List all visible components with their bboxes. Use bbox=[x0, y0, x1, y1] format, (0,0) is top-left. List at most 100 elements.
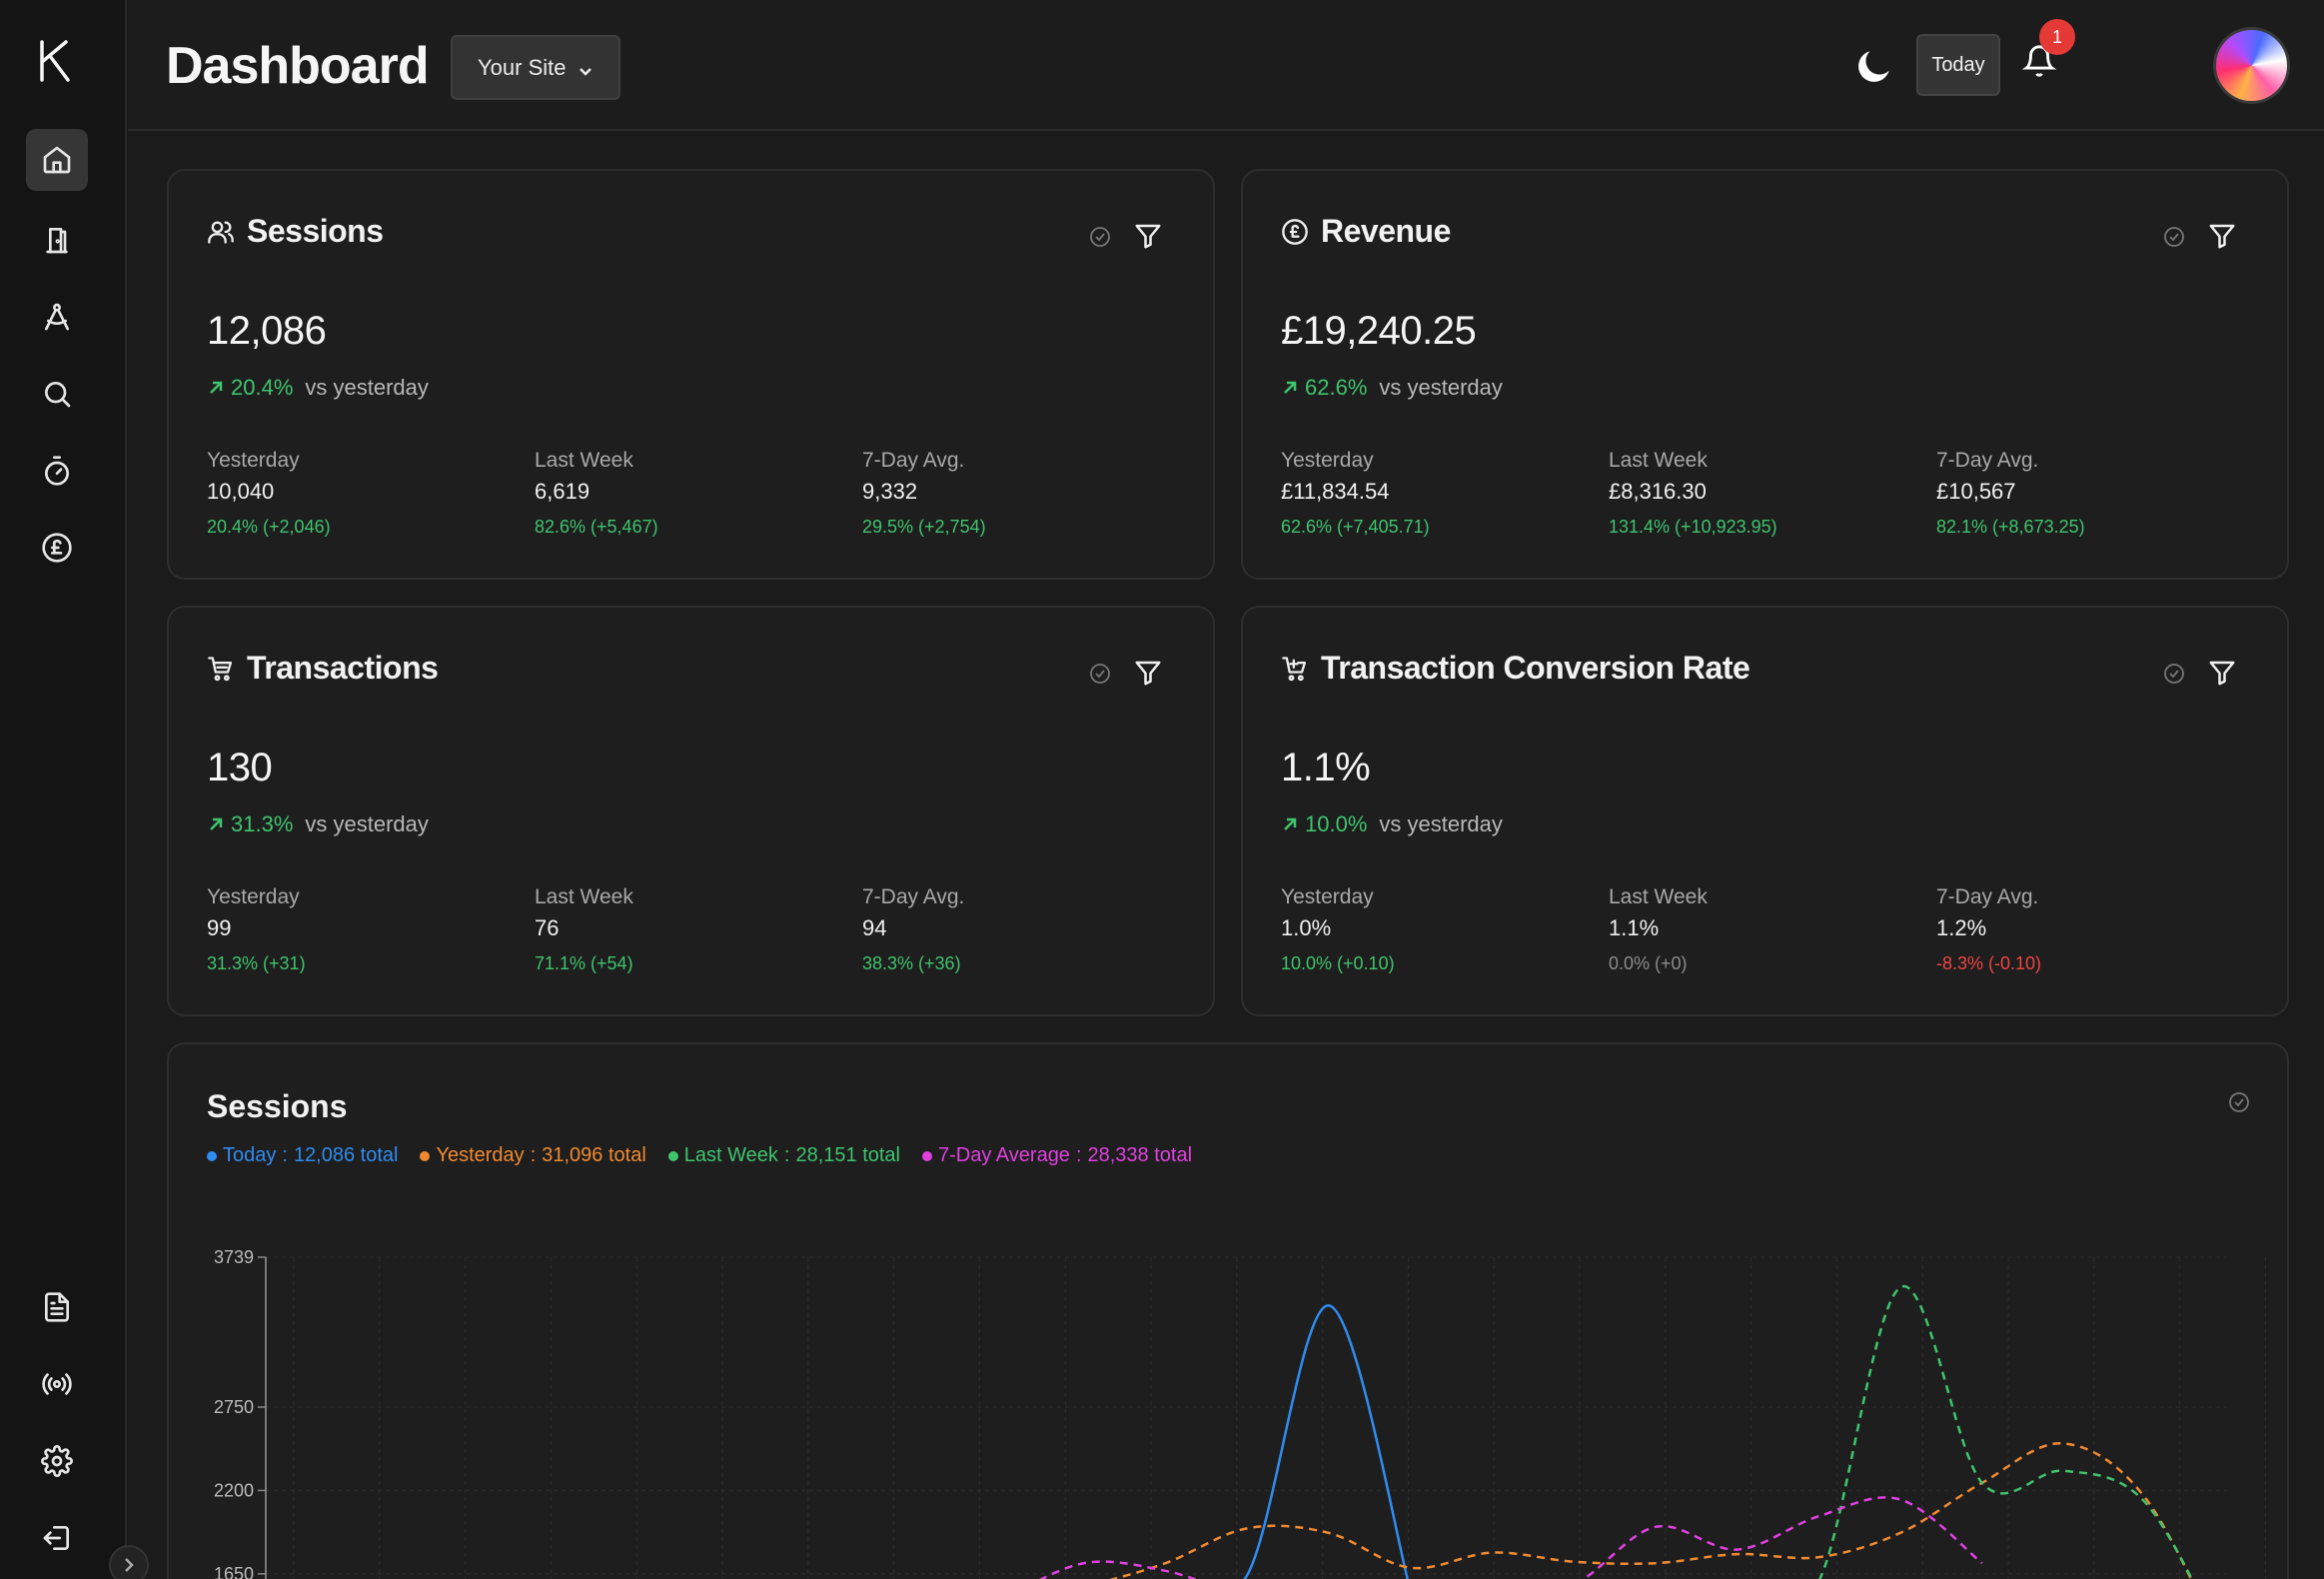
stat-yesterday: Yesterday 1.0% 10.0% (+0.10) bbox=[1281, 885, 1581, 974]
stat-label: Last Week bbox=[535, 885, 633, 908]
legend-item-last-week[interactable]: Last Week : 28,151 total bbox=[667, 1144, 900, 1167]
stat-value: 6,619 bbox=[535, 479, 590, 504]
stat-last-week: Last Week 6,619 82.6% (+5,467) bbox=[535, 449, 834, 538]
stat-last-week: Last Week 76 71.1% (+54) bbox=[535, 885, 834, 974]
metric-delta: 62.6% vs yesterday bbox=[1281, 375, 1503, 401]
nav-reports[interactable] bbox=[26, 1276, 88, 1338]
stat-value: 99 bbox=[207, 915, 232, 940]
nav-settings[interactable] bbox=[26, 1430, 88, 1492]
stat-7-day-avg: 7-Day Avg. 1.2% -8.3% (-0.10) bbox=[1936, 885, 2236, 974]
metric-value: 1.1% bbox=[1281, 746, 1371, 790]
check-circle-icon[interactable] bbox=[2227, 1090, 2251, 1114]
metric-value: 130 bbox=[207, 746, 273, 790]
nav-door[interactable] bbox=[26, 209, 88, 271]
sessions-chart-card: Sessions Today : 12,086 total Yesterday … bbox=[167, 1042, 2289, 1579]
revenue-card: Revenue £19,240.25 62.6% vs yesterday Ye… bbox=[1241, 169, 2289, 580]
stat-label: Yesterday bbox=[1281, 449, 1374, 472]
nav-timer[interactable] bbox=[26, 440, 88, 502]
delta-percent: 10.0% bbox=[1305, 811, 1368, 836]
sessions-card: Sessions 12,086 20.4% vs yesterday Yeste… bbox=[167, 169, 1215, 580]
delta-label: vs yesterday bbox=[305, 375, 429, 400]
nav-home[interactable] bbox=[26, 129, 88, 191]
stat-label: 7-Day Avg. bbox=[862, 449, 965, 472]
filter-icon[interactable] bbox=[1133, 658, 1163, 688]
series-line-last-week bbox=[1817, 1285, 2194, 1579]
metric-delta: 10.0% vs yesterday bbox=[1281, 811, 1503, 837]
nav-logout[interactable] bbox=[26, 1507, 88, 1569]
filter-icon[interactable] bbox=[1133, 221, 1163, 251]
nav-realtime[interactable] bbox=[26, 1353, 88, 1415]
site-select-value: Your Site bbox=[478, 54, 567, 80]
user-avatar[interactable] bbox=[2213, 27, 2290, 104]
stat-change: 82.1% (+8,673.25) bbox=[1936, 517, 2085, 537]
stat-value: 94 bbox=[862, 915, 887, 940]
stat-yesterday: Yesterday 99 31.3% (+31) bbox=[207, 885, 507, 974]
stat-value: 9,332 bbox=[862, 479, 918, 504]
stat-change: 71.1% (+54) bbox=[535, 953, 633, 973]
card-title: Revenue bbox=[1281, 213, 1451, 250]
stat-yesterday: Yesterday £11,834.54 62.6% (+7,405.71) bbox=[1281, 449, 1581, 538]
y-tick-label: 2750 bbox=[214, 1397, 254, 1417]
card-title-text: Sessions bbox=[247, 213, 384, 249]
card-title-text: Transactions bbox=[247, 650, 439, 686]
notifications-button[interactable] bbox=[2021, 44, 2066, 88]
stat-change: 31.3% (+31) bbox=[207, 953, 306, 973]
logo[interactable] bbox=[36, 38, 76, 84]
site-select[interactable]: Your Site bbox=[451, 35, 620, 100]
stat-change: 38.3% (+36) bbox=[862, 953, 961, 973]
cart-icon bbox=[208, 656, 233, 681]
delta-percent: 31.3% bbox=[231, 811, 294, 836]
stat-value: 1.2% bbox=[1936, 915, 1987, 940]
stat-change: 10.0% (+0.10) bbox=[1281, 953, 1395, 973]
check-circle-icon[interactable] bbox=[2162, 662, 2186, 686]
pound-icon bbox=[1282, 218, 1308, 245]
nav-revenue[interactable] bbox=[26, 517, 88, 579]
compass-icon bbox=[45, 303, 69, 331]
delta-percent: 20.4% bbox=[231, 375, 294, 400]
card-title: Sessions bbox=[207, 213, 384, 250]
legend-dot bbox=[667, 1150, 678, 1161]
legend-item-7-day-average[interactable]: 7-Day Average : 28,338 total bbox=[922, 1144, 1192, 1167]
sidebar bbox=[0, 0, 127, 1579]
stat-label: 7-Day Avg. bbox=[1936, 449, 2039, 472]
check-circle-icon[interactable] bbox=[1088, 225, 1112, 249]
check-circle-icon[interactable] bbox=[1088, 662, 1112, 686]
arrow-up-right-icon bbox=[210, 381, 223, 394]
stat-change: -8.3% (-0.10) bbox=[1936, 953, 2042, 973]
stat-last-week: Last Week 1.1% 0.0% (+0) bbox=[1609, 885, 1908, 974]
page-title: Dashboard bbox=[166, 37, 430, 95]
stat-change: 29.5% (+2,754) bbox=[862, 517, 986, 537]
filter-icon[interactable] bbox=[2207, 658, 2237, 688]
collapse-sidebar-button[interactable] bbox=[109, 1545, 149, 1579]
delta-label: vs yesterday bbox=[1379, 811, 1503, 836]
pound-icon bbox=[42, 533, 72, 563]
home-icon bbox=[43, 146, 71, 174]
stat-value: £10,567 bbox=[1936, 479, 2016, 504]
arrow-up-right-icon bbox=[210, 817, 223, 830]
stat-label: Last Week bbox=[535, 449, 633, 472]
chevron-right-icon bbox=[125, 1558, 134, 1572]
nav-compass[interactable] bbox=[26, 286, 88, 348]
stat-change: 82.6% (+5,467) bbox=[535, 517, 658, 537]
filter-icon[interactable] bbox=[2207, 221, 2237, 251]
legend-item-today[interactable]: Today : 12,086 total bbox=[207, 1144, 398, 1167]
metric-value: £19,240.25 bbox=[1281, 309, 1477, 353]
chevron-down-icon bbox=[577, 61, 594, 79]
check-circle-icon[interactable] bbox=[2162, 225, 2186, 249]
stat-value: 1.0% bbox=[1281, 915, 1332, 940]
date-range-button[interactable]: Today bbox=[1916, 34, 2000, 96]
series-line-7-day-average bbox=[1038, 1496, 1983, 1579]
stat-label: Last Week bbox=[1609, 449, 1708, 472]
theme-toggle-button[interactable] bbox=[1852, 44, 1896, 88]
notification-badge: 1 bbox=[2039, 19, 2075, 55]
legend-name: Today bbox=[223, 1144, 277, 1166]
sessions-line-chart: 3739 2750 2200 1650 bbox=[214, 1247, 2266, 1579]
legend-dot bbox=[420, 1150, 431, 1161]
search-icon bbox=[45, 382, 71, 408]
nav-search[interactable] bbox=[26, 363, 88, 425]
delta-label: vs yesterday bbox=[1379, 375, 1503, 400]
legend-item-yesterday[interactable]: Yesterday : 31,096 total bbox=[420, 1144, 646, 1167]
stat-last-week: Last Week £8,316.30 131.4% (+10,923.95) bbox=[1609, 449, 1908, 538]
legend-total: 12,086 total bbox=[293, 1144, 399, 1166]
stat-value: £8,316.30 bbox=[1609, 479, 1707, 504]
